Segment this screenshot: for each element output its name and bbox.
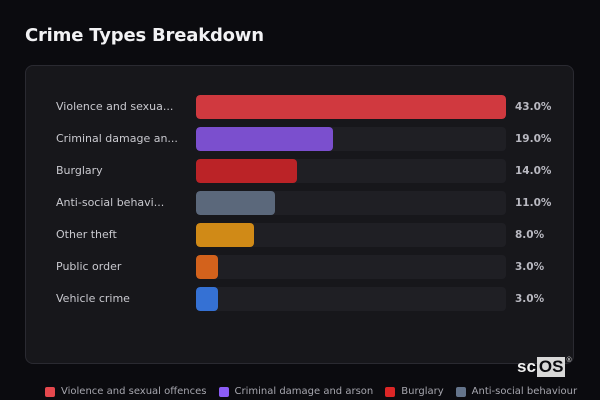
- legend-item-anti-social[interactable]: Anti-social behaviour: [455, 386, 578, 397]
- bar-fill: [196, 255, 218, 279]
- watermark-sc: sc: [517, 357, 536, 376]
- bar-row-public-order[interactable]: Public order 3.0%: [26, 255, 573, 279]
- legend-swatch-icon: [455, 386, 466, 397]
- bar-row-anti-social[interactable]: Anti-social behavi... 11.0%: [26, 191, 573, 215]
- bar-track: [196, 255, 506, 279]
- bar-label: Anti-social behavi...: [56, 196, 165, 209]
- bar-fill: [196, 223, 254, 247]
- bar-value: 3.0%: [515, 293, 545, 305]
- bar-label: Violence and sexua...: [56, 100, 174, 113]
- chart-card: Violence and sexua... 43.0% Criminal dam…: [25, 65, 574, 364]
- bar-track: [196, 287, 506, 311]
- bar-value: 14.0%: [515, 165, 552, 177]
- legend-label: Anti-social behaviour: [471, 386, 578, 397]
- bar-row-other-theft[interactable]: Other theft 8.0%: [26, 223, 573, 247]
- bar-value: 43.0%: [515, 101, 552, 113]
- bar-row-violence[interactable]: Violence and sexua... 43.0%: [26, 95, 573, 119]
- bar-value: 3.0%: [515, 261, 545, 273]
- bar-fill: [196, 191, 276, 215]
- bar-row-burglary[interactable]: Burglary 14.0%: [26, 159, 573, 183]
- watermark-os: OS: [536, 357, 566, 377]
- bar-fill: [196, 127, 333, 151]
- scos-watermark-logo: sc OS ®: [517, 357, 572, 377]
- bar-label: Criminal damage an...: [56, 132, 178, 145]
- legend-label: Burglary: [401, 386, 444, 397]
- registered-mark-icon: ®: [566, 357, 572, 364]
- bar-fill: [196, 287, 218, 311]
- bar-track: [196, 191, 506, 215]
- legend-label: Criminal damage and arson: [234, 386, 374, 397]
- bar-fill: [196, 159, 297, 183]
- bar-value: 19.0%: [515, 133, 552, 145]
- bar-track: [196, 223, 506, 247]
- chart-legend: Violence and sexual offences Criminal da…: [45, 386, 577, 397]
- legend-label: Violence and sexual offences: [61, 386, 207, 397]
- bar-value: 11.0%: [515, 197, 552, 209]
- bar-row-vehicle-crime[interactable]: Vehicle crime 3.0%: [26, 287, 573, 311]
- bar-fill: [196, 95, 506, 119]
- bar-track: [196, 159, 506, 183]
- bar-label: Vehicle crime: [56, 292, 130, 305]
- legend-swatch-icon: [45, 386, 55, 397]
- bar-label: Public order: [56, 260, 122, 273]
- legend-swatch-icon: [218, 386, 229, 397]
- bar-label: Other theft: [56, 228, 117, 241]
- bar-value: 8.0%: [515, 229, 545, 241]
- bar-label: Burglary: [56, 164, 103, 177]
- bar-track: [196, 127, 506, 151]
- bar-track: [196, 95, 506, 119]
- bar-row-criminal-damage[interactable]: Criminal damage an... 19.0%: [26, 127, 573, 151]
- legend-swatch-icon: [385, 386, 396, 397]
- legend-item-burglary[interactable]: Burglary: [385, 386, 444, 397]
- legend-item-violence[interactable]: Violence and sexual offences: [45, 386, 207, 397]
- legend-item-criminal-damage[interactable]: Criminal damage and arson: [218, 386, 374, 397]
- page-title: Crime Types Breakdown: [25, 25, 264, 46]
